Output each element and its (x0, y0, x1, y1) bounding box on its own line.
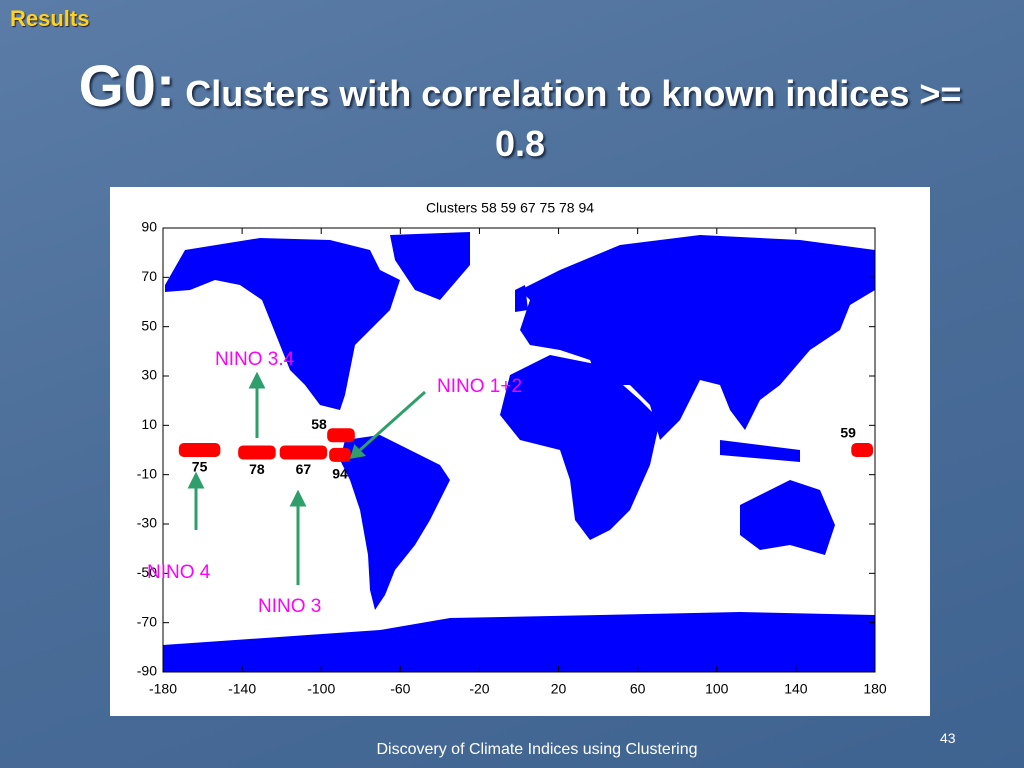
y-tick-label: 10 (141, 416, 157, 432)
africa (500, 355, 660, 540)
cluster (279, 445, 328, 460)
x-tick-label: 60 (630, 681, 646, 697)
antarctica (163, 612, 875, 672)
y-tick-label: -90 (137, 663, 157, 679)
cluster (851, 443, 874, 457)
y-tick-label: -30 (137, 515, 157, 531)
north-america (165, 238, 400, 410)
x-tick-label: 20 (551, 681, 567, 697)
x-tick-label: 100 (705, 681, 729, 697)
y-tick-label: 50 (141, 317, 157, 333)
annotation: NINO 3.4 (215, 349, 295, 370)
cluster (327, 428, 355, 443)
cluster-label: 94 (332, 466, 348, 482)
y-tick-label: 30 (141, 367, 157, 383)
annotation: NINO 4 (147, 562, 211, 583)
continents (163, 232, 875, 672)
arrowhead (248, 371, 266, 389)
x-tick-label: -180 (149, 681, 177, 697)
arrowhead (187, 471, 205, 489)
annotation: NINO 3 (258, 596, 321, 617)
chart-title: Clusters 58 59 67 75 78 94 (426, 200, 594, 216)
cluster (178, 443, 221, 457)
arrow (359, 390, 426, 452)
cluster-label: 67 (296, 461, 312, 477)
cluster-label: 78 (249, 461, 265, 477)
y-tick-label: -10 (137, 465, 157, 481)
greenland (390, 232, 470, 300)
arrowhead (289, 489, 307, 507)
x-tick-label: -20 (469, 681, 489, 697)
british-isles (515, 285, 528, 312)
cluster-label: 58 (311, 416, 327, 432)
cluster-label: 75 (192, 459, 208, 475)
cluster-label: 59 (840, 425, 856, 441)
australia (740, 480, 835, 555)
south-america (340, 435, 450, 610)
arrows (187, 371, 426, 585)
y-tick-label: -70 (137, 613, 157, 629)
title-lead: G0: (78, 54, 176, 119)
marks: 90 70 50 30 10 -10 -30 -50 -70 -90 -180 -140 -100 -60… (137, 219, 887, 697)
section-header: Results (10, 6, 90, 31)
x-tick-label: 180 (863, 681, 887, 697)
eurasia (520, 235, 875, 440)
footer: Discovery of Climate Indices using Clust… (376, 741, 698, 758)
x-tick-label: -60 (390, 681, 410, 697)
plot-frame (162, 227, 876, 673)
x-tick-label: -100 (307, 681, 335, 697)
title-text: Clusters with correlation to known indic… (185, 73, 962, 164)
chart: Clusters 58 59 67 75 78 94 90 70 50 30 10 -10… (136, 199, 887, 697)
arrowhead (349, 444, 367, 459)
page-number: 43 (940, 730, 956, 746)
y-tick-label: 70 (141, 268, 157, 284)
x-tick-label: 140 (784, 681, 808, 697)
cluster (329, 447, 351, 462)
slide-title: G0: Clusters with correlation to known in… (60, 58, 980, 169)
y-tick-label: 90 (141, 219, 157, 235)
x-tick-label: -140 (228, 681, 256, 697)
annotation: NINO 1+2 (437, 376, 522, 397)
y-tick-label: -50 (137, 564, 157, 580)
indonesia (720, 440, 800, 462)
cluster (238, 445, 276, 460)
